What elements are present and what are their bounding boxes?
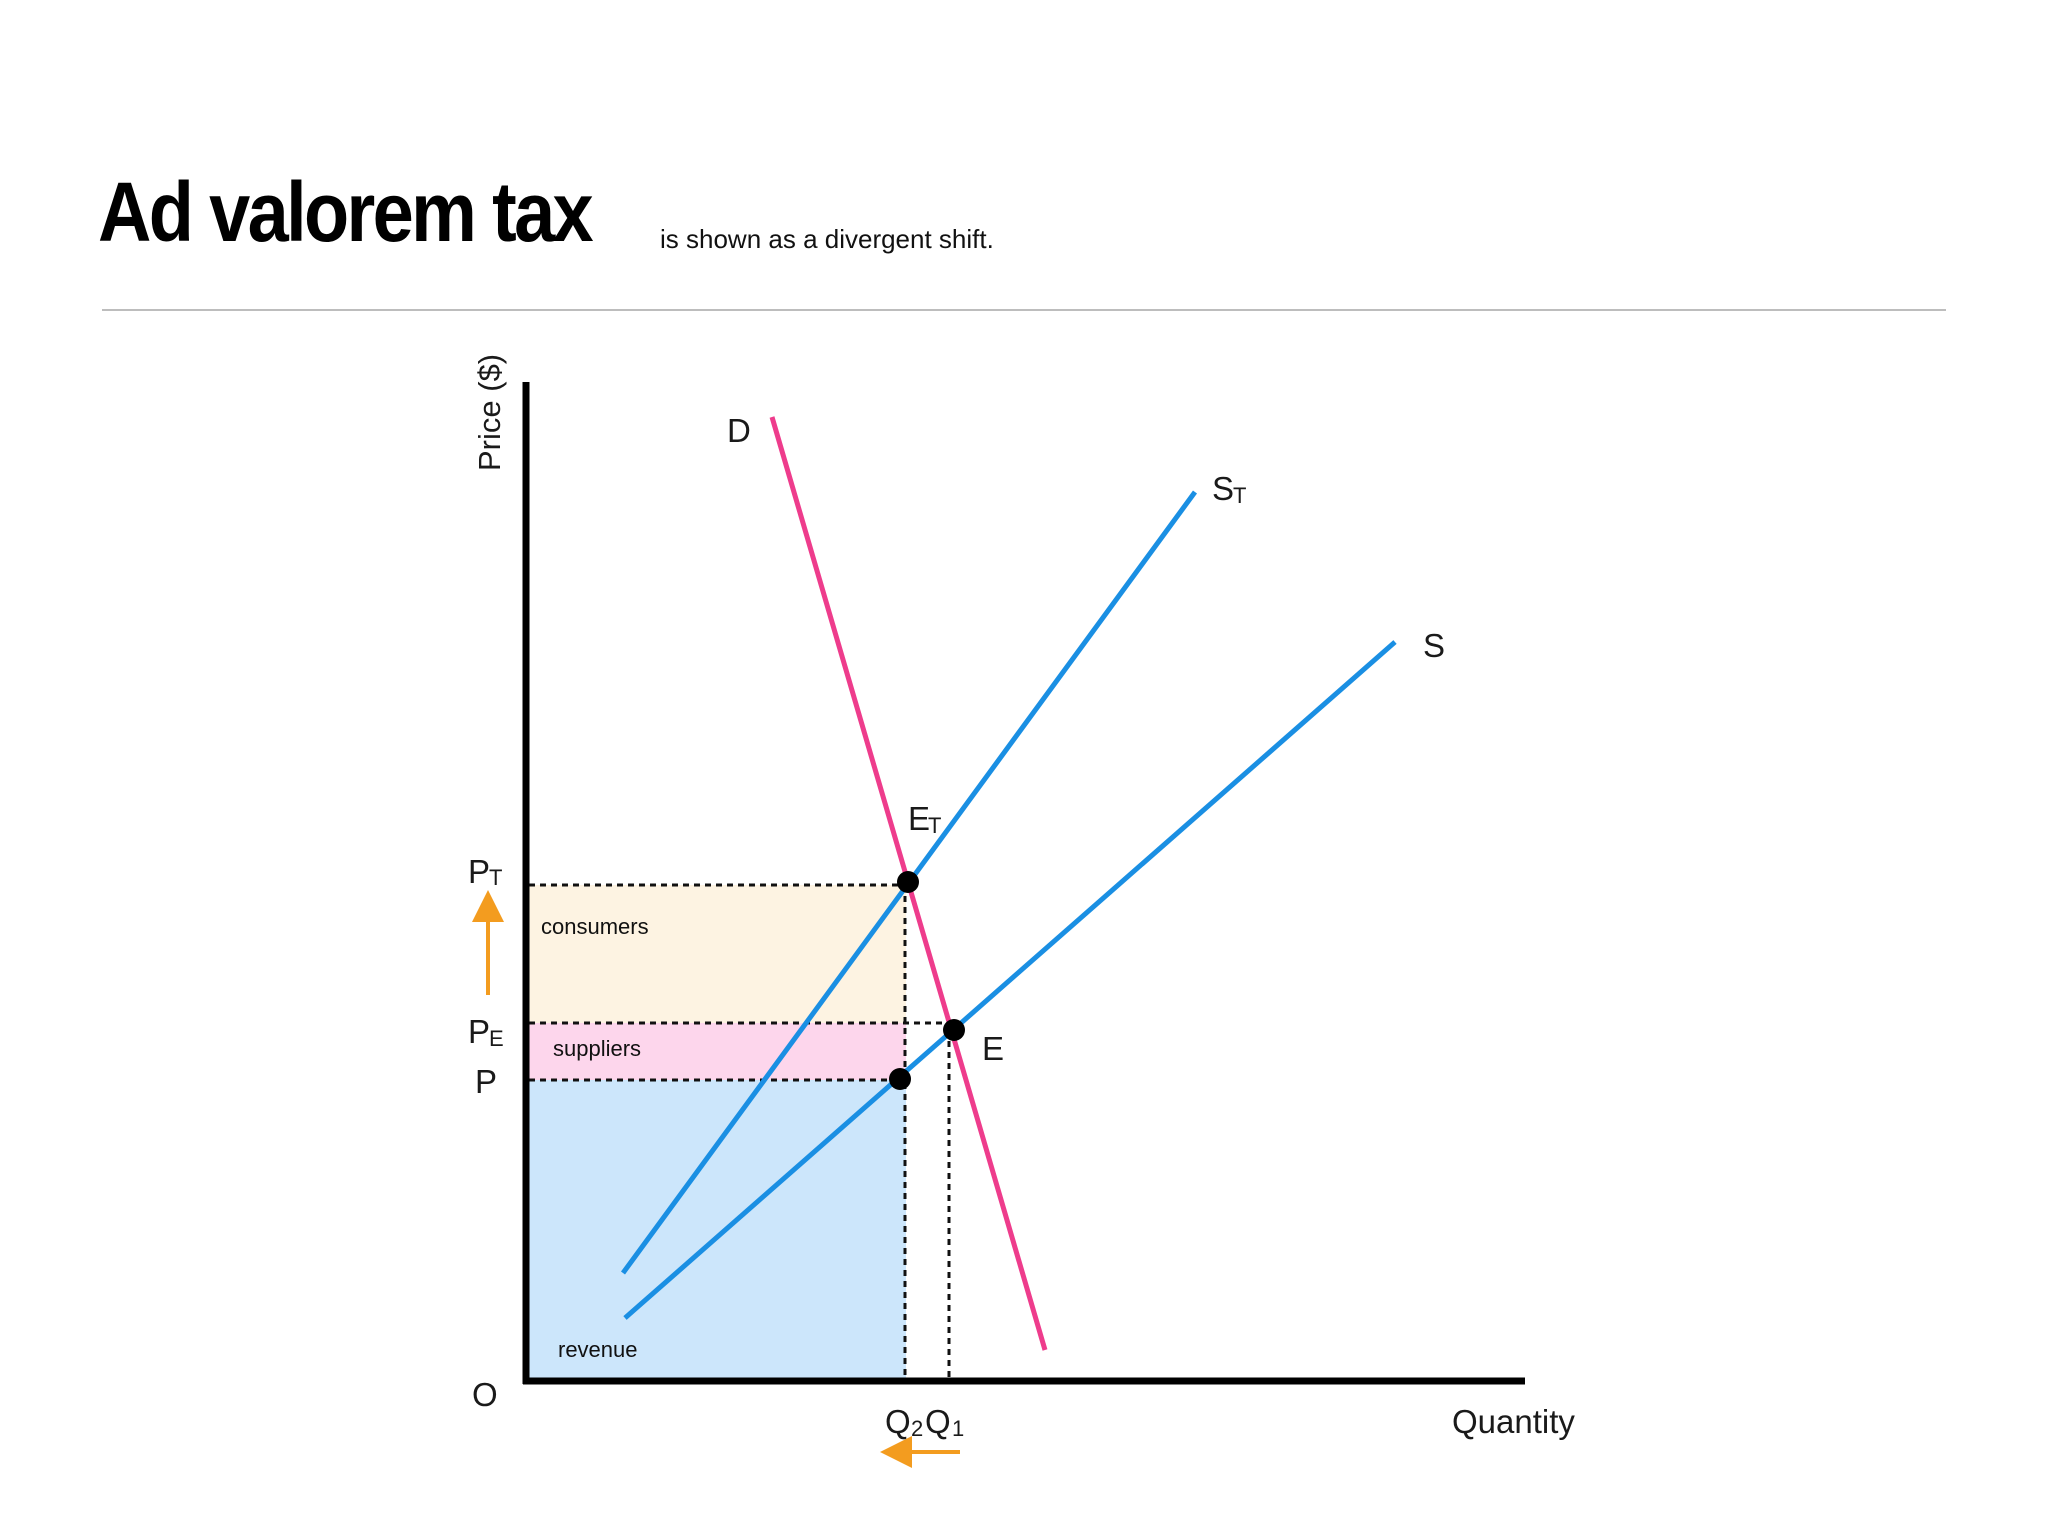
price-label-pt: P T — [468, 853, 502, 890]
supply-tax-label-sub: T — [1233, 483, 1246, 508]
quantity-label-q2-main: Q — [885, 1403, 911, 1440]
x-axis-label: Quantity — [1452, 1403, 1575, 1440]
quantity-label-q1-sub: 1 — [952, 1416, 964, 1441]
area-revenue — [529, 1080, 906, 1381]
supply-tax-label: S T — [1212, 470, 1246, 508]
area-suppliers-label: suppliers — [553, 1036, 641, 1061]
origin-label: O — [472, 1376, 498, 1413]
page-title: Ad valorem tax — [98, 165, 594, 259]
price-label-pe: P E — [468, 1013, 504, 1051]
price-label-pe-sub: E — [489, 1026, 504, 1051]
point-et-label-sub: T — [928, 813, 941, 838]
area-consumers — [529, 885, 906, 1023]
supply-label: S — [1423, 627, 1445, 664]
price-label-pt-main: P — [468, 853, 490, 890]
supply-tax-label-main: S — [1212, 470, 1234, 507]
point-e-label: E — [982, 1030, 1004, 1067]
demand-label: D — [727, 412, 751, 449]
page-subtitle: is shown as a divergent shift. — [660, 224, 994, 254]
area-revenue-label: revenue — [558, 1337, 638, 1362]
point-et-label: E T — [908, 800, 941, 838]
price-label-pt-sub: T — [489, 865, 502, 890]
area-consumers-label: consumers — [541, 914, 649, 939]
title-divider — [102, 309, 1946, 311]
y-axis-label: Price ($) — [472, 354, 507, 471]
point-et-label-main: E — [908, 800, 930, 837]
supply-curve — [623, 640, 1397, 1320]
quantity-label-q2-sub: 2 — [911, 1416, 923, 1441]
quantity-label-q1: Q 1 — [925, 1403, 964, 1441]
area-suppliers — [529, 1023, 906, 1080]
quantity-label-q1-main: Q — [925, 1403, 951, 1440]
point-e — [943, 1019, 965, 1041]
quantity-label-q2: Q 2 — [885, 1403, 923, 1441]
price-label-pe-main: P — [468, 1013, 490, 1050]
price-label-p: P — [475, 1063, 497, 1100]
point-p — [889, 1068, 911, 1090]
point-et — [897, 871, 919, 893]
